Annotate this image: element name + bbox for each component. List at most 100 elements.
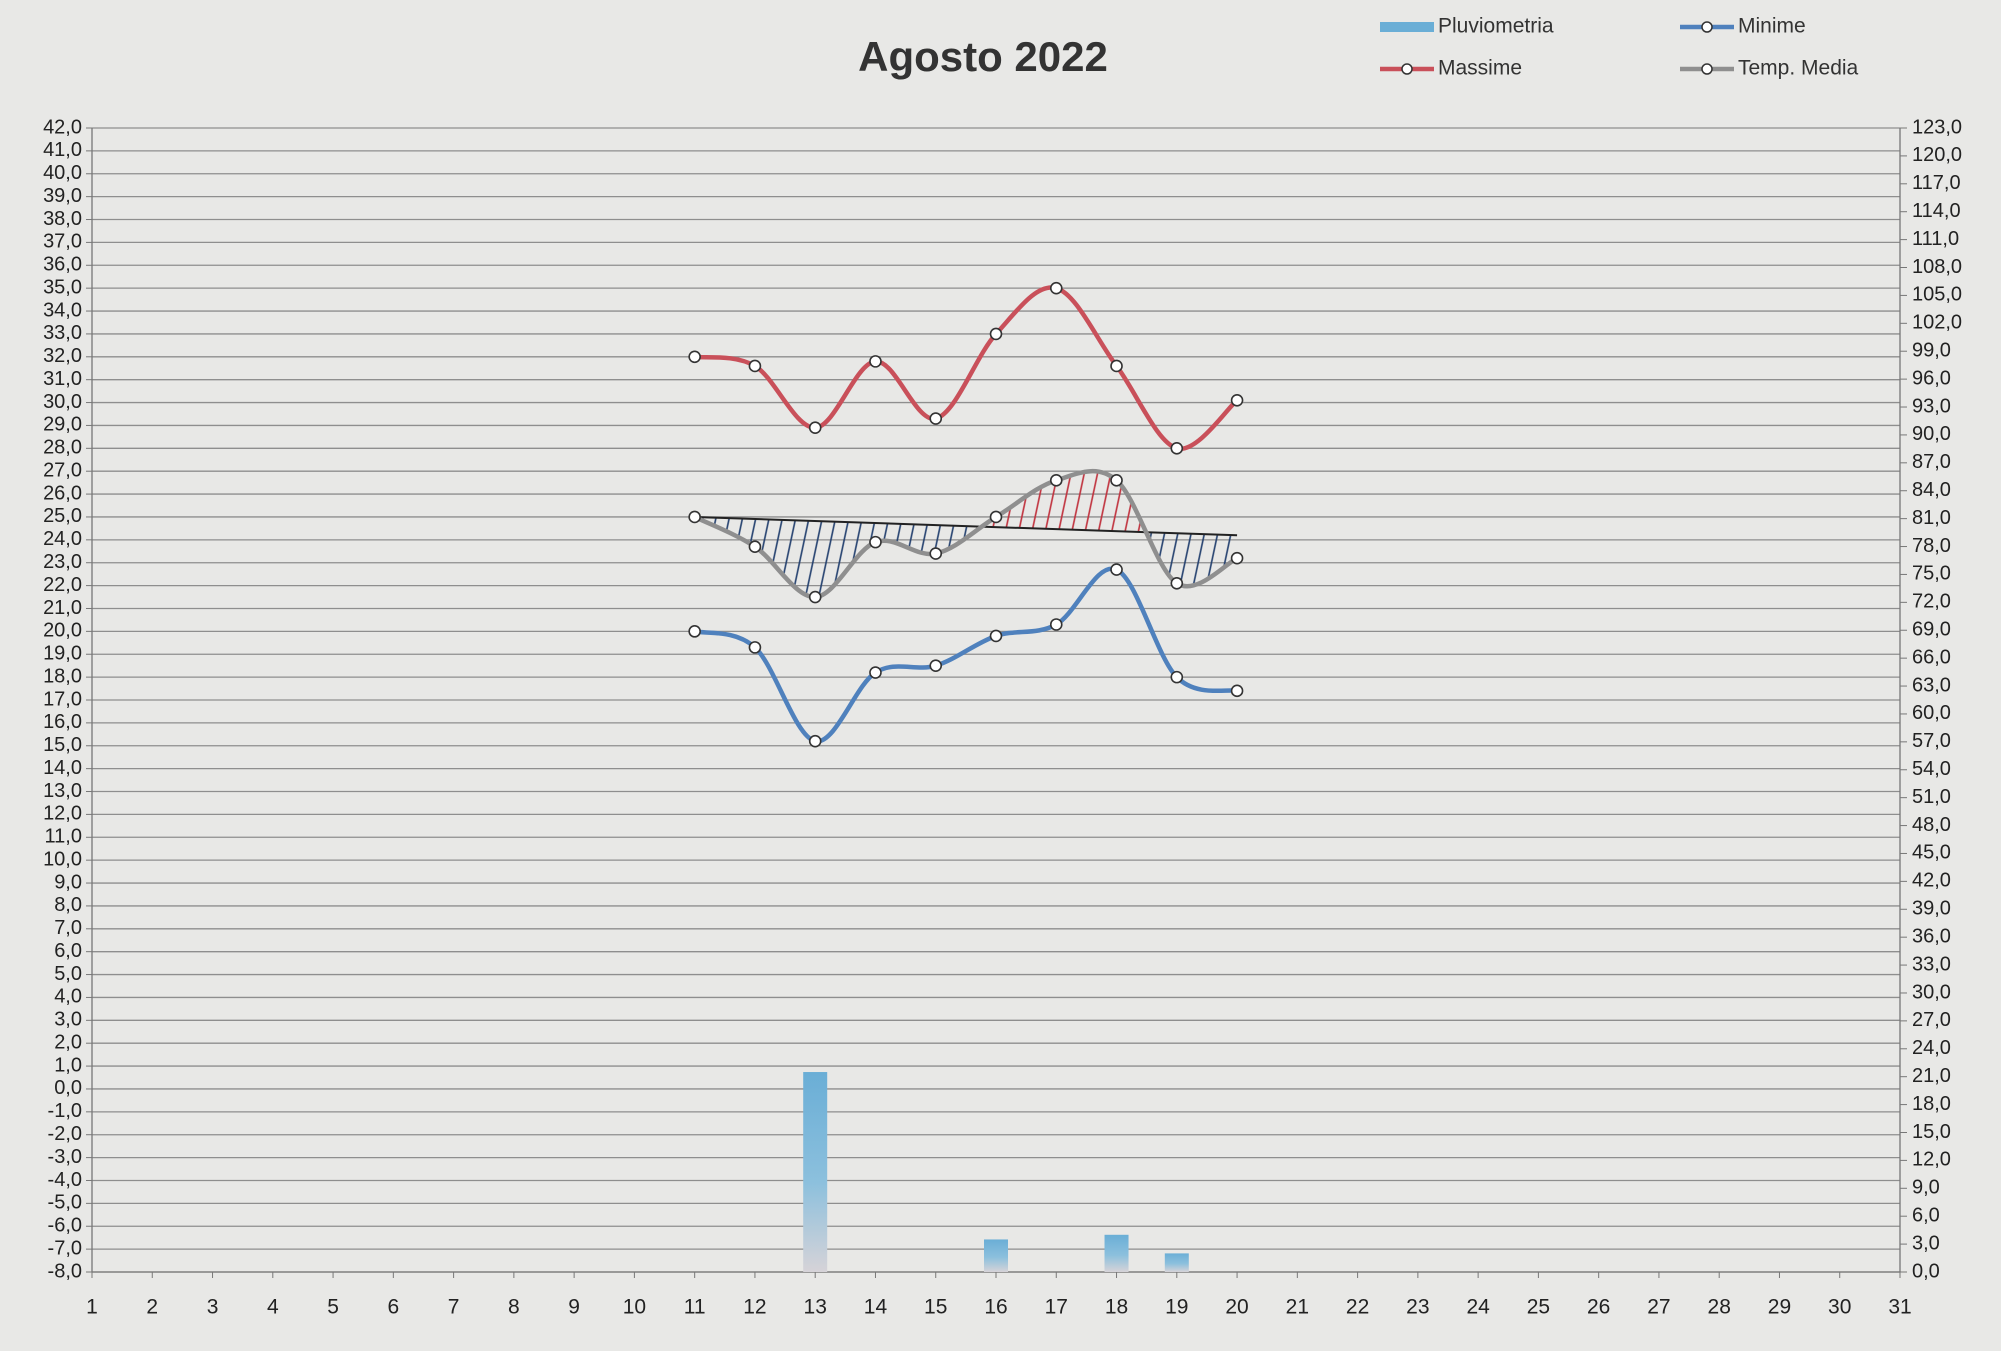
y2-tick-label: 30,0 — [1912, 981, 1951, 1003]
y-tick-label: 2,0 — [54, 1031, 82, 1053]
y2-tick-label: 33,0 — [1912, 953, 1951, 975]
y2-tick-label: 99,0 — [1912, 340, 1951, 362]
point-marker — [1230, 393, 1244, 407]
hatch-below — [694, 516, 1238, 598]
point-marker — [748, 540, 762, 554]
y2-tick-label: 0,0 — [1912, 1260, 1940, 1282]
y-tick-label: 28,0 — [43, 437, 82, 459]
y-tick-label: 37,0 — [43, 231, 82, 253]
x-tick-label: 31 — [1888, 1296, 1911, 1319]
point-marker — [929, 547, 943, 560]
rain-bar — [803, 1072, 828, 1272]
y2-tick-label: 102,0 — [1912, 312, 1962, 334]
y-tick-label: -1,0 — [48, 1100, 82, 1122]
y-tick-label: 16,0 — [43, 711, 82, 733]
y2-tick-label: 54,0 — [1912, 758, 1951, 780]
rain-bar — [1104, 1234, 1129, 1272]
point-marker — [869, 535, 882, 549]
x-tick-label: 4 — [267, 1296, 279, 1319]
x-tick-label: 11 — [684, 1296, 706, 1319]
y2-tick-label: 87,0 — [1912, 451, 1951, 473]
x-tick-label: 29 — [1768, 1296, 1791, 1319]
point-marker — [808, 421, 822, 435]
x-tick-label: 12 — [743, 1296, 766, 1319]
x-tick-label: 7 — [448, 1296, 460, 1319]
point-marker — [688, 510, 701, 524]
x-tick-label: 19 — [1165, 1296, 1188, 1319]
y-tick-label: 30,0 — [43, 391, 82, 413]
y-tick-label: 31,0 — [43, 368, 82, 390]
y2-tick-label: 12,0 — [1912, 1149, 1951, 1171]
legend-marker — [1701, 63, 1713, 75]
x-tick-label: 26 — [1587, 1296, 1610, 1319]
x-tick-label: 10 — [623, 1296, 646, 1319]
y2-tick-label: 123,0 — [1912, 116, 1962, 138]
y-tick-label: 41,0 — [43, 139, 82, 161]
y-tick-label: 24,0 — [43, 528, 82, 550]
y-tick-label: 35,0 — [43, 276, 82, 298]
y-tick-label: 40,0 — [43, 162, 82, 184]
y-tick-label: -5,0 — [48, 1192, 82, 1214]
y-tick-label: 27,0 — [43, 459, 82, 481]
y-tick-label: 9,0 — [54, 871, 82, 893]
x-tick-label: 17 — [1045, 1296, 1068, 1319]
series-line — [692, 566, 1240, 744]
y2-tick-label: 69,0 — [1912, 619, 1951, 641]
point-marker — [1049, 474, 1063, 487]
x-tick-label: 27 — [1647, 1296, 1670, 1319]
point-marker — [748, 359, 762, 373]
legend-marker — [1401, 63, 1413, 75]
y-tick-label: 25,0 — [43, 505, 82, 527]
y2-tick-label: 42,0 — [1912, 870, 1951, 892]
point-marker — [1170, 670, 1184, 684]
rain-bar — [1164, 1253, 1189, 1272]
x-tick-label: 16 — [984, 1296, 1007, 1319]
point-marker — [989, 629, 1003, 643]
y-tick-label: 0,0 — [54, 1077, 82, 1099]
y-tick-label: 38,0 — [43, 208, 82, 230]
y-tick-label: 33,0 — [43, 322, 82, 344]
point-marker — [1110, 474, 1123, 487]
y2-tick-label: 66,0 — [1912, 646, 1951, 668]
y-tick-label: 19,0 — [43, 643, 82, 665]
y-tick-label: 7,0 — [54, 917, 82, 939]
y2-tick-label: 9,0 — [1912, 1177, 1940, 1199]
y2-tick-label: 24,0 — [1912, 1037, 1951, 1059]
y2-tick-label: 72,0 — [1912, 591, 1951, 613]
point-marker — [989, 327, 1003, 341]
x-tick-label: 24 — [1466, 1296, 1490, 1319]
point-marker — [1230, 684, 1244, 698]
y-tick-label: 29,0 — [43, 414, 82, 436]
x-tick-label: 5 — [327, 1296, 339, 1319]
point-marker — [808, 590, 822, 604]
y2-tick-label: 6,0 — [1912, 1204, 1940, 1226]
point-marker — [1230, 551, 1244, 565]
y-tick-label: 17,0 — [43, 688, 82, 710]
x-tick-label: 15 — [924, 1296, 947, 1319]
y2-tick-label: 120,0 — [1912, 144, 1962, 166]
point-marker — [1049, 281, 1063, 295]
point-marker — [1170, 577, 1184, 590]
y-tick-label: 12,0 — [43, 803, 82, 825]
y-tick-label: -2,0 — [48, 1123, 82, 1145]
y2-tick-label: 96,0 — [1912, 367, 1951, 389]
y-tick-label: 4,0 — [54, 986, 82, 1008]
y2-tick-label: 105,0 — [1912, 284, 1962, 306]
y2-tick-label: 90,0 — [1912, 423, 1951, 445]
legend-swatch — [1380, 22, 1434, 32]
y2-tick-label: 27,0 — [1912, 1009, 1951, 1031]
x-tick-label: 13 — [804, 1296, 827, 1319]
x-tick-label: 30 — [1828, 1296, 1851, 1319]
y2-tick-label: 60,0 — [1912, 702, 1951, 724]
y-tick-label: 13,0 — [43, 780, 82, 802]
y-tick-label: 10,0 — [43, 848, 82, 870]
x-tick-label: 9 — [568, 1296, 580, 1319]
y-tick-label: 6,0 — [54, 940, 82, 962]
y-tick-label: 23,0 — [43, 551, 82, 573]
y-tick-label: 18,0 — [43, 665, 82, 687]
y-tick-label: 8,0 — [54, 894, 82, 916]
y2-tick-label: 108,0 — [1912, 256, 1962, 278]
y2-tick-label: 117,0 — [1912, 172, 1961, 194]
